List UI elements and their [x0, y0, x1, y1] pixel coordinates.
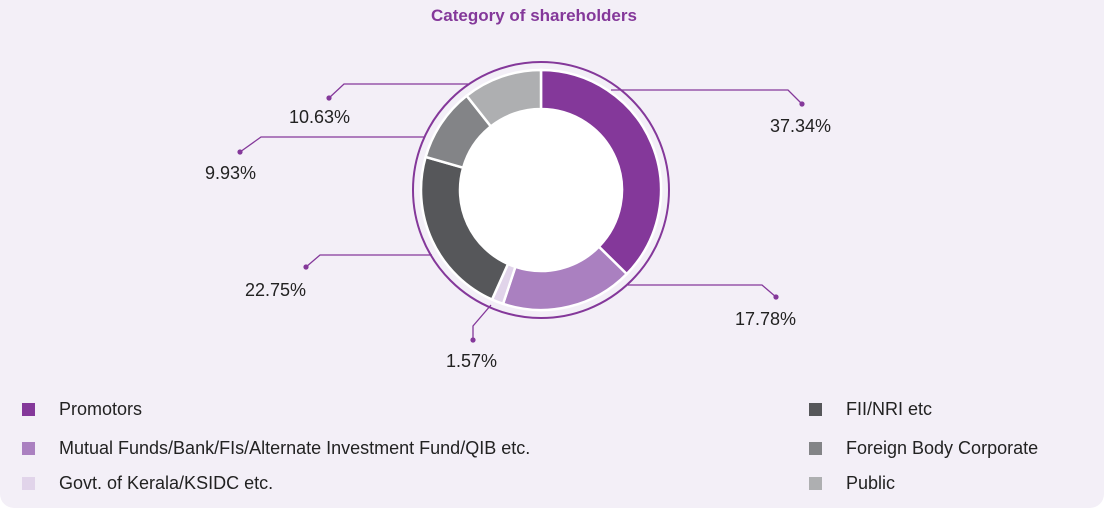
- legend-label-mutual-funds: Mutual Funds/Bank/FIs/Alternate Investme…: [59, 437, 531, 458]
- legend-swatch-fii-nri: [809, 402, 822, 416]
- legend-item-govt-kerala: Govt. of Kerala/KSIDC etc.: [22, 472, 273, 494]
- legend-label-fii-nri: FII/NRI etc: [846, 398, 933, 419]
- legend-item-public: Public: [809, 472, 895, 494]
- legend-label-foreign-body: Foreign Body Corporate: [846, 437, 1039, 458]
- legend-item-promotors: Promotors: [22, 398, 142, 420]
- legend-label-govt-kerala: Govt. of Kerala/KSIDC etc.: [59, 472, 274, 493]
- data-label-public: 10.63%: [289, 107, 351, 127]
- legend-item-foreign-body: Foreign Body Corporate: [809, 437, 1038, 459]
- legend-swatch-public: [809, 476, 822, 490]
- data-label-mutual-funds: 17.78%: [735, 309, 797, 329]
- leader-line-govt-kerala: [472, 304, 492, 340]
- legend-item-fii-nri: FII/NRI etc: [809, 398, 932, 420]
- leader-dot-foreign-body: [237, 149, 243, 155]
- leader-dot-fii-nri: [303, 264, 309, 270]
- leader-line-mutual-funds: [628, 284, 777, 298]
- legend-label-public: Public: [846, 472, 896, 493]
- legend-swatch-govt-kerala: [22, 476, 35, 490]
- legend-swatch-mutual-funds: [22, 441, 35, 455]
- leader-dot-govt-kerala: [470, 337, 476, 343]
- donut-hole: [460, 109, 622, 271]
- data-label-fii-nri: 22.75%: [245, 280, 307, 300]
- data-label-foreign-body: 9.93%: [205, 163, 257, 183]
- chart-title: Category of shareholders: [431, 6, 637, 25]
- leader-line-fii-nri: [305, 254, 432, 268]
- leader-dot-mutual-funds: [773, 294, 779, 300]
- leader-line-public: [328, 83, 468, 99]
- leader-line-promotors: [611, 89, 803, 105]
- legend-swatch-promotors: [22, 402, 35, 416]
- legend-item-mutual-funds: Mutual Funds/Bank/FIs/Alternate Investme…: [22, 437, 530, 459]
- data-label-govt-kerala: 1.57%: [446, 351, 498, 371]
- donut-outer-ring: [412, 61, 670, 319]
- legend-swatch-foreign-body: [809, 441, 822, 455]
- leader-dot-promotors: [799, 101, 805, 107]
- legend-label-promotors: Promotors: [59, 398, 143, 419]
- data-label-promotors: 37.34%: [770, 116, 832, 136]
- leader-line-foreign-body: [239, 136, 424, 153]
- leader-dot-public: [326, 95, 332, 101]
